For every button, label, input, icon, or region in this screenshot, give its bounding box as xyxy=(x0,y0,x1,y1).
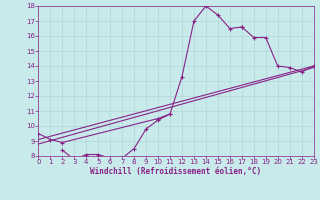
X-axis label: Windchill (Refroidissement éolien,°C): Windchill (Refroidissement éolien,°C) xyxy=(91,167,261,176)
